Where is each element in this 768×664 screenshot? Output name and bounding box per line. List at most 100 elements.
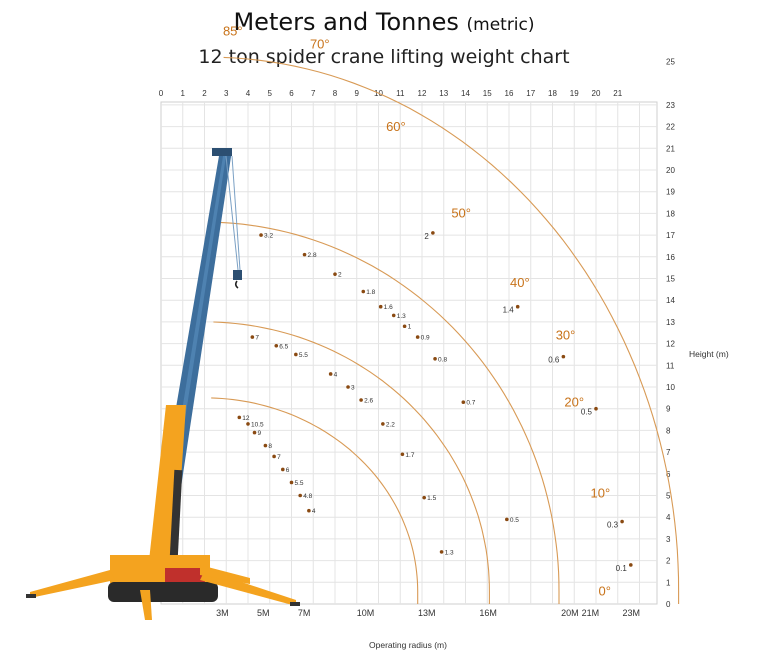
load-point — [250, 335, 255, 339]
load-point — [422, 495, 426, 500]
radius-arcs — [211, 56, 680, 604]
top-tick-label: 9 — [355, 89, 360, 98]
load-point — [359, 398, 363, 402]
plot-border — [160, 101, 658, 605]
right-tick-label: 0 — [666, 600, 671, 609]
load-label: 6.5 — [279, 343, 288, 350]
load-point — [629, 563, 633, 567]
top-tick-label: 7 — [311, 89, 316, 98]
angle-label: 85° — [223, 23, 243, 38]
bottom-tick-label: 3M — [216, 608, 229, 618]
chart-grid — [160, 101, 658, 605]
load-point — [402, 324, 407, 329]
load-label: 8 — [268, 443, 272, 450]
top-tick-label: 13 — [439, 89, 448, 98]
top-tick-label: 11 — [396, 89, 405, 98]
load-label: 2 — [424, 232, 429, 241]
title-suffix: (metric) — [466, 15, 535, 35]
load-label: 1.7 — [405, 452, 414, 459]
right-tick-label: 8 — [666, 426, 671, 435]
right-tick-label: 17 — [666, 231, 675, 240]
load-point — [431, 231, 435, 235]
right-tick-label: 3 — [666, 535, 671, 544]
load-point — [289, 480, 294, 485]
angle-label: 0° — [598, 583, 610, 598]
load-label: 1.3 — [445, 549, 454, 556]
load-point — [505, 517, 509, 522]
load-label: 2.6 — [364, 398, 373, 405]
load-point — [307, 508, 311, 513]
load-point — [381, 422, 385, 426]
top-tick-label: 5 — [268, 89, 273, 98]
load-label: 1.6 — [384, 304, 393, 311]
load-point — [237, 415, 242, 420]
load-label: 9 — [258, 430, 262, 437]
right-tick-label: 5 — [666, 492, 671, 501]
load-label: 0.5 — [510, 517, 519, 524]
load-point — [433, 356, 437, 361]
load-point — [263, 443, 268, 448]
load-label: 10.5 — [251, 421, 264, 428]
load-point — [246, 422, 250, 426]
bottom-tick-label: 10M — [357, 608, 375, 618]
right-tick-label: 10 — [666, 383, 675, 392]
radius-arc — [215, 221, 560, 604]
load-point — [515, 304, 520, 309]
load-label: 4.8 — [303, 493, 312, 500]
top-tick-label: 20 — [592, 89, 601, 98]
right-tick-label: 21 — [666, 144, 675, 153]
axis-ticks: 0 1 2 3 4 5 6 7 8 9 10 11 12 13 14 15 16 17 18 19 20 21012345… — [159, 58, 676, 619]
top-tick-label: 18 — [548, 89, 557, 98]
load-label: 7 — [277, 454, 281, 461]
load-point — [298, 493, 303, 498]
load-label: 5.5 — [299, 352, 308, 359]
load-label: 4 — [334, 371, 338, 378]
bottom-tick-label: 5M — [257, 608, 270, 618]
top-tick-label: 8 — [333, 89, 338, 98]
load-label: 3 — [351, 385, 355, 392]
right-tick-label: 7 — [666, 448, 671, 457]
load-point — [461, 400, 466, 404]
x-axis-label: Operating radius (m) — [369, 640, 447, 650]
bottom-tick-label: 13M — [418, 608, 436, 618]
load-point — [378, 304, 383, 309]
top-tick-label: 14 — [461, 89, 470, 98]
top-tick-label: 3 — [224, 89, 229, 98]
title-main: Meters and Tonnes — [233, 8, 459, 36]
load-label: 0.1 — [616, 564, 628, 573]
load-point — [294, 352, 298, 357]
right-tick-label: 13 — [666, 318, 675, 327]
angle-label: 10° — [591, 486, 611, 501]
right-tick-label: 1 — [666, 578, 671, 587]
load-label: 6 — [286, 467, 290, 474]
angle-label: 70° — [310, 36, 330, 51]
bottom-tick-label: 23M — [622, 608, 640, 618]
load-label: 2.8 — [308, 252, 317, 259]
top-tick-label: 0 — [159, 89, 164, 98]
top-tick-label: 15 — [483, 89, 492, 98]
load-point — [328, 372, 333, 376]
load-point — [272, 454, 276, 459]
load-point — [400, 452, 405, 457]
load-label: 0.7 — [466, 400, 475, 407]
page-title: Meters and Tonnes (metric) — [0, 8, 768, 36]
bottom-tick-label: 21M — [582, 608, 600, 618]
load-label: 3.2 — [264, 233, 273, 240]
load-label: 1.3 — [397, 313, 406, 320]
crane-outrigger-left — [30, 570, 115, 598]
load-label: 0.8 — [438, 356, 447, 363]
radius-arc — [213, 321, 490, 604]
load-label: 4 — [312, 508, 316, 515]
crane-tracks — [108, 582, 218, 602]
top-tick-label: 19 — [570, 89, 579, 98]
right-tick-label: 25 — [666, 58, 675, 67]
top-tick-label: 4 — [246, 89, 251, 98]
angle-label: 60° — [386, 119, 406, 134]
angle-label: 50° — [451, 206, 471, 221]
load-label: 0.9 — [421, 335, 430, 342]
load-point — [439, 550, 444, 554]
bottom-tick-label: 7M — [298, 608, 311, 618]
right-tick-label: 15 — [666, 275, 675, 284]
right-tick-label: 4 — [666, 513, 671, 522]
load-label: 1.4 — [503, 306, 515, 315]
